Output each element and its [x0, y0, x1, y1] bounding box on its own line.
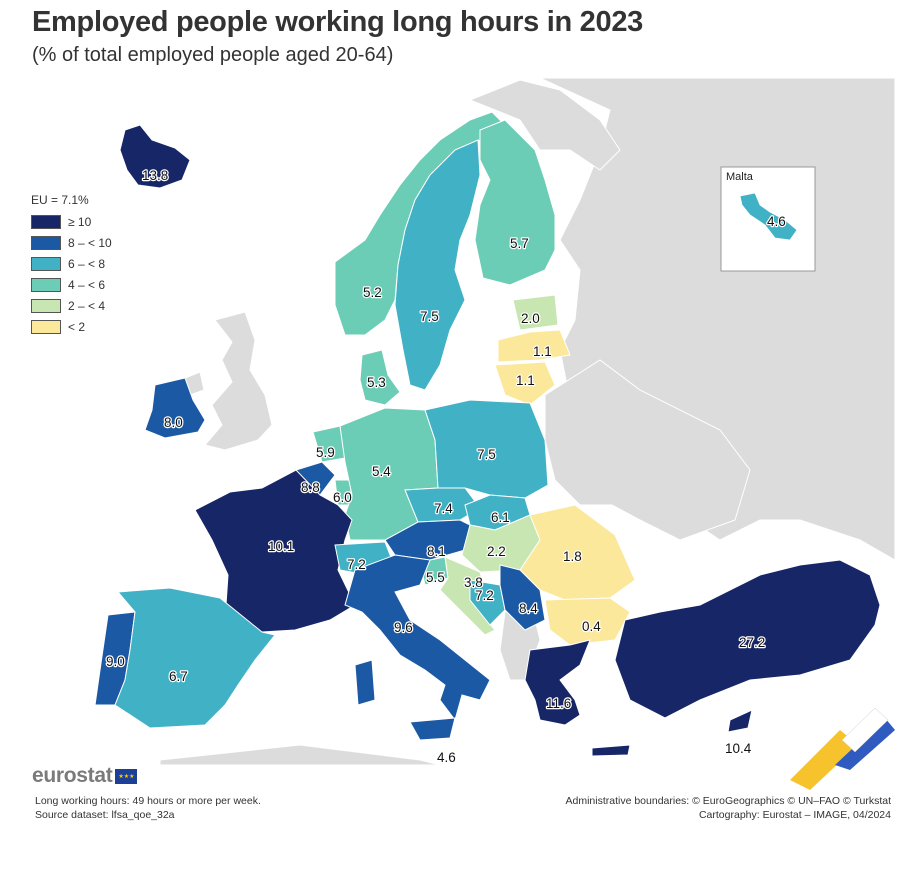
- label-netherlands: 5.9: [316, 445, 335, 460]
- legend-item: 4 – < 6: [31, 274, 112, 295]
- label-france: 10.1: [268, 539, 294, 554]
- label-czechia: 7.4: [434, 501, 453, 516]
- label-bosnia: 7.2: [475, 588, 494, 603]
- label-turkiye: 27.2: [739, 635, 765, 650]
- legend-label: ≥ 10: [68, 214, 92, 229]
- label-cyprus: 10.4: [725, 741, 752, 756]
- legend-swatch: [31, 235, 61, 250]
- credits-boundaries: Administrative boundaries: © EuroGeograp…: [565, 795, 891, 807]
- label-sweden: 7.5: [420, 309, 439, 324]
- region-serbia: [499, 564, 546, 631]
- label-finland: 5.7: [510, 236, 529, 251]
- footnote-definition: Long working hours: 49 hours or more per…: [35, 795, 261, 807]
- label-bulgaria: 0.4: [582, 619, 601, 634]
- region-sardinia: [354, 659, 376, 706]
- map-subtitle: (% of total employed people aged 20-64): [32, 44, 394, 66]
- label-denmark: 5.3: [367, 375, 386, 390]
- label-spain: 6.7: [169, 669, 188, 684]
- label-italy: 9.6: [394, 620, 413, 635]
- label-hungary: 2.2: [487, 544, 506, 559]
- label-switzerland: 7.2: [347, 557, 366, 572]
- region-spain: [114, 587, 276, 729]
- legend-swatch: [31, 256, 61, 271]
- region-malta: [739, 192, 798, 241]
- label-greece: 11.6: [546, 696, 571, 711]
- belarus-ukraine: [544, 359, 751, 541]
- eurostat-logo: eurostat ★★★: [32, 764, 138, 788]
- legend-rows: ≥ 10 8 – < 10 6 – < 8 4 – < 6 2 – < 4 < 2: [31, 211, 112, 337]
- label-malta: 4.6: [767, 214, 786, 229]
- label-serbia: 8.4: [519, 601, 538, 616]
- region-latvia: [497, 329, 571, 363]
- label-norway: 5.2: [363, 285, 382, 300]
- legend-item: < 2: [31, 316, 112, 337]
- legend-label: 2 – < 4: [68, 298, 106, 313]
- legend-item: 8 – < 10: [31, 232, 112, 253]
- region-croatia: [439, 556, 496, 636]
- label-iceland: 13.8: [142, 168, 168, 183]
- region-iceland: [119, 124, 191, 189]
- region-bosnia: [469, 579, 506, 626]
- label-luxembourg: 6.0: [333, 490, 352, 505]
- label-slovakia: 6.1: [491, 510, 510, 525]
- region-bulgaria: [544, 597, 631, 646]
- footnote-block: Long working hours: 49 hours or more per…: [35, 794, 261, 822]
- label-poland: 7.5: [477, 447, 496, 462]
- label-estonia: 2.0: [521, 311, 540, 326]
- north-africa: [159, 744, 441, 766]
- label-portugal: 9.0: [106, 654, 125, 669]
- credits-block: Administrative boundaries: © EuroGeograp…: [565, 794, 891, 822]
- label-germany: 5.4: [372, 464, 391, 479]
- great-britain: [204, 311, 273, 451]
- region-greece: [524, 639, 591, 726]
- region-finland: [474, 119, 556, 286]
- region-italy: [344, 554, 491, 722]
- region-turkiye: [614, 559, 881, 719]
- logo-wordmark: eurostat: [32, 764, 113, 787]
- legend-swatch: [31, 298, 61, 313]
- label-lithuania: 1.1: [516, 373, 535, 388]
- credits-cartography: Cartography: Eurostat – IMAGE, 04/2024: [698, 809, 891, 821]
- region-sicily: [409, 717, 456, 741]
- legend-swatch: [31, 277, 61, 292]
- label-ireland: 8.0: [164, 415, 183, 430]
- label-belgium: 8.8: [301, 480, 320, 495]
- legend-item: 6 – < 8: [31, 253, 112, 274]
- label-sicily: 4.6: [437, 750, 456, 765]
- legend-item: ≥ 10: [31, 211, 112, 232]
- legend-swatch: [31, 319, 61, 334]
- region-lithuania: [494, 361, 556, 406]
- label-romania: 1.8: [563, 549, 582, 564]
- region-estonia: [512, 294, 559, 331]
- country-regions: [94, 111, 881, 757]
- region-sweden: [394, 139, 481, 391]
- label-austria: 8.1: [427, 544, 446, 559]
- region-ireland: [144, 377, 206, 439]
- label-croatia: 3.8: [464, 575, 483, 590]
- region-denmark: [359, 349, 401, 406]
- eu-flag-icon: ★★★: [115, 768, 138, 784]
- legend-label: 6 – < 8: [68, 256, 106, 271]
- malta-inset: [720, 166, 816, 272]
- label-slovenia: 5.5: [426, 570, 445, 585]
- legend-label: 8 – < 10: [68, 235, 112, 250]
- legend-swatch: [31, 214, 61, 229]
- eurostat-corner-mark-icon: [790, 707, 895, 790]
- legend-label: < 2: [68, 319, 86, 334]
- legend-title: EU = 7.1%: [31, 193, 89, 207]
- malta-inset-label: Malta: [726, 171, 753, 183]
- kola-peninsula: [468, 79, 621, 171]
- map-title: Employed people working long hours in 20…: [32, 6, 643, 38]
- map-legend: EU = 7.1% ≥ 10 8 – < 10 6 – < 8 4 – < 6 2 – …: [31, 193, 112, 337]
- region-crete: [591, 744, 631, 757]
- legend-item: 2 – < 4: [31, 295, 112, 316]
- label-latvia: 1.1: [533, 344, 552, 359]
- value-labels: 13.8 5.2 7.5 5.7 2.0 1.1 1.1 5.3 8.0 5.9…: [105, 167, 787, 766]
- footnote-source: Source dataset: lfsa_qoe_32a: [35, 809, 175, 821]
- region-cyprus: [727, 709, 753, 733]
- legend-label: 4 – < 6: [68, 277, 106, 292]
